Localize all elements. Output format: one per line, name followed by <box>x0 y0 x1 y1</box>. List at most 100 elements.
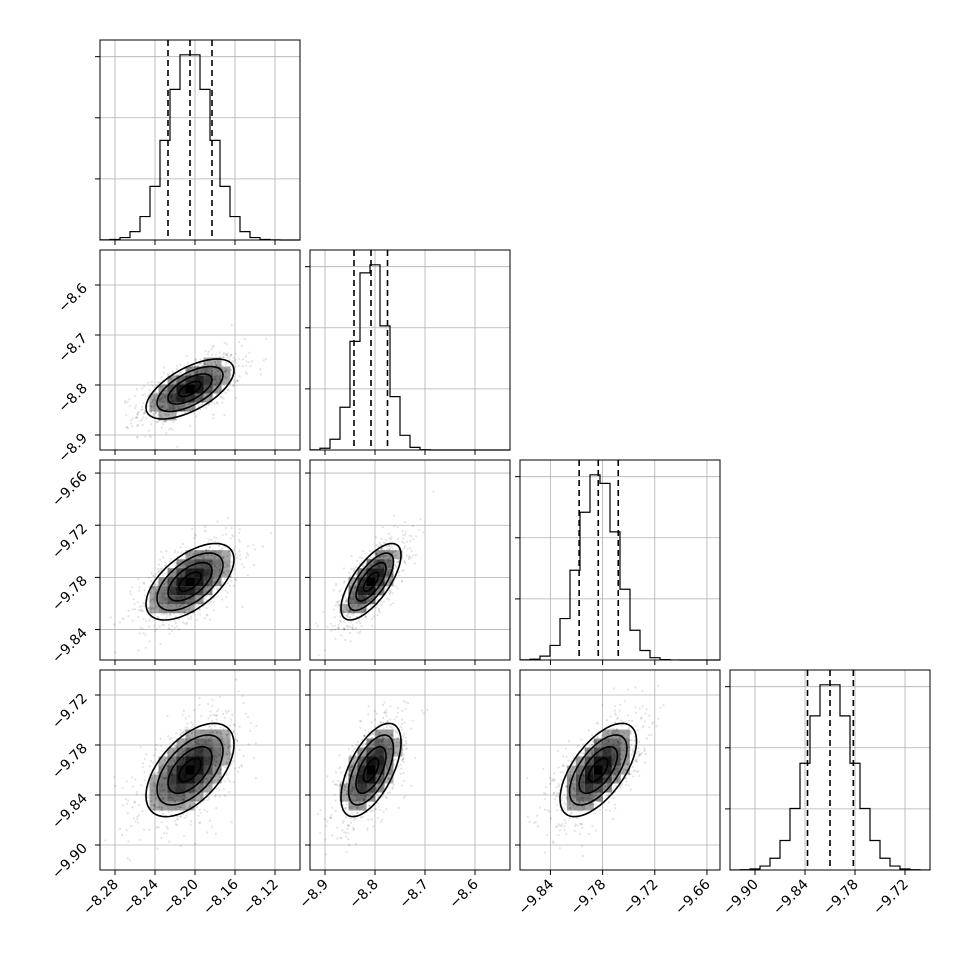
sample-point <box>170 737 173 740</box>
sample-point <box>412 538 415 541</box>
sample-point <box>218 351 221 354</box>
density-cell <box>212 747 222 757</box>
density-cell <box>212 738 222 748</box>
sample-point <box>190 726 194 729</box>
sample-point <box>345 793 348 796</box>
sample-point <box>163 582 166 586</box>
sample-point <box>420 709 423 712</box>
sample-point <box>143 411 146 414</box>
sample-point <box>226 773 229 776</box>
sample-point <box>352 818 355 822</box>
sample-point <box>221 401 224 404</box>
density-cell <box>158 411 168 421</box>
sample-point <box>221 581 225 584</box>
sample-point <box>352 829 355 832</box>
sample-point <box>170 629 173 632</box>
sample-point <box>192 745 195 748</box>
sample-point <box>208 726 211 729</box>
sample-point <box>119 827 122 831</box>
sample-point <box>339 836 342 839</box>
sample-point <box>143 779 146 782</box>
sample-point <box>237 379 240 382</box>
sample-point <box>221 739 224 742</box>
sample-point <box>226 555 229 558</box>
sample-point <box>164 419 167 422</box>
sample-point <box>150 461 152 463</box>
sample-point <box>368 740 371 743</box>
sample-point <box>245 360 248 363</box>
sample-point <box>395 731 399 734</box>
contour-level-1 <box>178 380 202 398</box>
sample-point <box>393 525 396 528</box>
sample-point <box>343 785 346 788</box>
sample-point <box>161 406 164 409</box>
contour-level-4 <box>145 542 235 621</box>
density-cell <box>194 756 204 766</box>
density-cell <box>366 577 376 587</box>
sample-point <box>157 570 160 573</box>
sample-point <box>382 810 385 813</box>
sample-point <box>410 556 413 560</box>
sample-point <box>137 410 140 413</box>
sample-point <box>356 631 359 634</box>
sample-point <box>215 713 219 717</box>
sample-point <box>148 388 151 392</box>
sample-point <box>399 763 402 767</box>
sample-point <box>396 706 400 710</box>
sample-point <box>347 625 350 628</box>
sample-point <box>127 615 130 618</box>
sample-point <box>334 628 337 631</box>
sample-point <box>137 609 140 612</box>
sample-point <box>402 533 405 536</box>
density-cell <box>203 357 213 367</box>
sample-point <box>159 567 162 571</box>
sample-point <box>404 795 407 798</box>
sample-point <box>364 569 367 573</box>
sample-point <box>156 771 159 774</box>
sample-point <box>350 754 353 758</box>
sample-point <box>154 583 157 586</box>
sample-point <box>153 600 156 603</box>
sample-point <box>245 372 248 375</box>
sample-point <box>131 608 134 611</box>
density-cell <box>221 375 231 385</box>
sample-point <box>406 554 409 557</box>
sample-point <box>330 816 333 819</box>
sample-point <box>232 723 235 726</box>
sample-point <box>367 705 370 708</box>
scatter-panel-2-1 <box>95 249 301 463</box>
sample-point <box>142 632 145 635</box>
sample-point <box>159 643 162 646</box>
density-cell <box>375 729 385 739</box>
sample-point <box>216 402 219 405</box>
sample-point <box>385 766 388 769</box>
sample-point <box>155 826 158 829</box>
sample-point <box>141 418 144 421</box>
sample-point <box>360 573 363 576</box>
sample-point <box>160 608 163 611</box>
density-cell <box>375 747 385 757</box>
sample-point <box>194 415 197 418</box>
sample-point <box>104 839 107 842</box>
sample-point <box>188 734 191 737</box>
sample-point <box>229 724 232 727</box>
sample-point <box>228 370 231 373</box>
sample-point <box>173 744 176 747</box>
sample-point <box>212 730 215 733</box>
density-cell <box>212 375 222 385</box>
sample-point <box>369 603 372 607</box>
sample-point <box>386 777 389 780</box>
sample-point <box>186 734 189 737</box>
sample-point <box>225 354 228 357</box>
sample-point <box>204 349 207 353</box>
sample-point <box>317 654 320 657</box>
sample-point <box>347 615 350 618</box>
sample-point <box>390 536 393 539</box>
density-cell <box>348 586 358 596</box>
sample-point <box>229 554 232 558</box>
sample-point <box>390 733 393 736</box>
density-cell <box>149 595 159 605</box>
sample-point <box>357 620 360 623</box>
sample-point <box>336 837 339 840</box>
sample-point <box>129 590 132 593</box>
